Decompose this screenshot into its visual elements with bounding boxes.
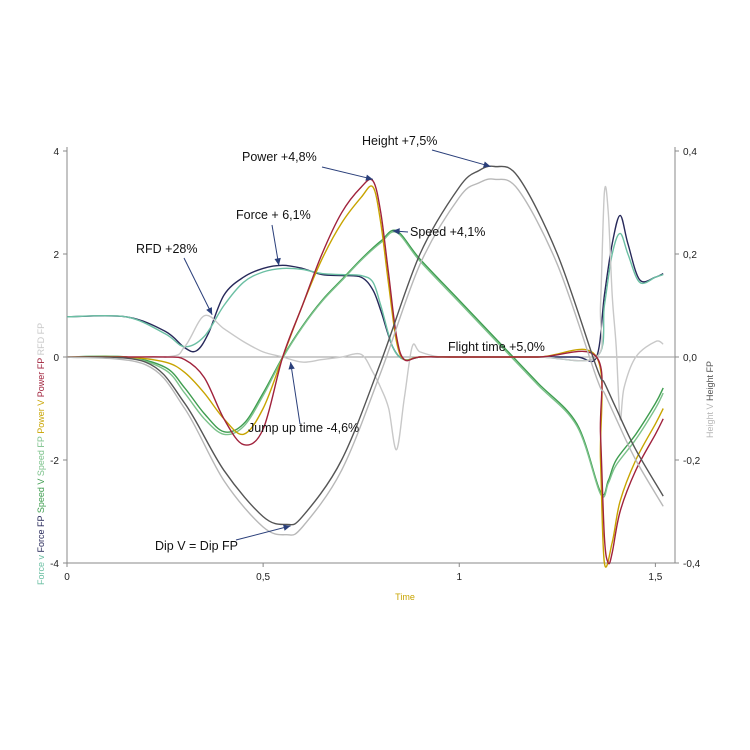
y-axis-left-title-part: Speed FP — [36, 434, 46, 476]
y-axis-left-title-part: Speed V — [36, 476, 46, 513]
annotation-dip: Dip V = Dip FP — [155, 539, 238, 553]
annotation-arrowhead — [283, 524, 291, 531]
series-line — [66, 229, 664, 496]
series-line — [66, 165, 664, 526]
x-tick-label: 1,5 — [648, 572, 662, 583]
y-axis-left-title-part: Force v — [36, 552, 46, 585]
x-tick-label: 0 — [64, 572, 70, 583]
y-axis-right-title-part: Height V — [705, 401, 715, 438]
annotation-arrow-line — [183, 257, 213, 315]
annotation-rfd: RFD +28% — [136, 242, 197, 256]
annotation-arrowhead — [365, 174, 373, 181]
y-axis-right-title-part: Height FP — [705, 361, 715, 401]
y-right-tick-label: 0,0 — [683, 353, 697, 364]
series-line — [66, 231, 664, 498]
y-left-tick-label: 2 — [53, 250, 59, 261]
x-tick-label: 1 — [456, 572, 462, 583]
annotation-arrowhead — [274, 257, 281, 266]
x-tick-label: 0,5 — [256, 572, 270, 583]
y-left-tick-label: 4 — [53, 147, 59, 158]
x-axis-title: Time — [395, 592, 415, 602]
y-left-tick-label: -2 — [50, 456, 59, 467]
annotation-flight: Flight time +5,0% — [448, 340, 545, 354]
annotation-arrow-line — [235, 525, 291, 541]
series-line — [66, 185, 664, 451]
series-line — [66, 185, 664, 568]
annotation-arrow-line — [290, 362, 301, 425]
y-axis-left-title-part: Power FP — [36, 355, 46, 397]
y-left-tick-label: -4 — [50, 559, 59, 570]
series-line — [66, 232, 664, 362]
annotation-arrowhead — [483, 161, 491, 168]
y-left-tick-label: 0 — [53, 353, 59, 364]
y-axis-left-title-part: Force FP — [36, 513, 46, 552]
axes-layer: 0 0,5 1 1,5 4 2 0 -2 -4 0,4 0,2 0,0 -0,2 -0,4 Force v … — [36, 147, 715, 585]
annotations-layer: Power +4,8% Height +7,5% Force + 6,1% Speed… — [136, 134, 545, 553]
series-line — [67, 178, 664, 565]
annotation-arrowhead — [206, 307, 213, 315]
annotation-height: Height +7,5% — [362, 134, 437, 148]
y-axis-left-title: Force v Force FP Speed V Speed FP Power … — [36, 323, 46, 585]
annotation-jumpup: Jump up time -4,6% — [248, 421, 359, 435]
y-axis-left-title-part: RFD FP — [36, 323, 46, 356]
annotation-arrow-line — [321, 166, 374, 180]
annotation-speed: Speed +4,1% — [410, 225, 485, 239]
y-right-tick-label: -0,4 — [683, 559, 701, 570]
y-right-tick-label: 0,2 — [683, 250, 697, 261]
y-right-tick-label: -0,2 — [683, 456, 701, 467]
annotation-force: Force + 6,1% — [236, 208, 311, 222]
series-line — [66, 178, 664, 536]
series-layer — [66, 165, 664, 568]
y-axis-right-title: Height V Height FP — [705, 361, 715, 438]
y-axis-left-title-part: Power V — [36, 397, 46, 434]
annotation-power: Power +4,8% — [242, 150, 317, 164]
annotation-arrowhead — [392, 228, 400, 235]
annotation-arrow-line — [431, 149, 491, 167]
annotation-arrowhead — [288, 362, 295, 370]
y-right-tick-label: 0,4 — [683, 147, 697, 158]
series-line — [66, 214, 664, 363]
